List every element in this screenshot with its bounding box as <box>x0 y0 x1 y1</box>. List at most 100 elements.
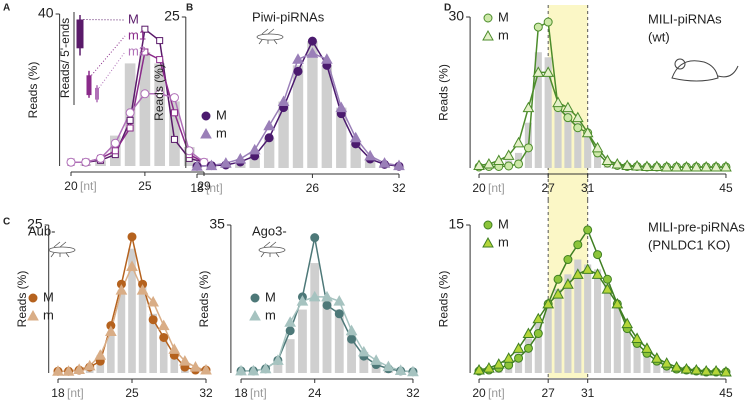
marker <box>394 364 407 375</box>
bar <box>321 65 333 168</box>
marker <box>523 143 533 153</box>
marker <box>189 361 202 372</box>
legend-label: m <box>265 307 276 322</box>
bar <box>107 331 115 373</box>
marker <box>573 123 583 133</box>
marker <box>200 364 212 375</box>
x-tick-label: 25 <box>138 179 152 193</box>
legend-marker <box>28 293 38 303</box>
marker <box>670 361 683 372</box>
inset-connector <box>83 19 126 21</box>
legend-marker <box>482 236 494 248</box>
marker <box>621 159 634 170</box>
panel-letter: C <box>3 217 10 228</box>
marker <box>125 108 135 118</box>
marker <box>111 147 119 155</box>
marker <box>514 159 524 169</box>
marker <box>670 160 683 172</box>
panel-title: MILI-piRNAs <box>648 11 722 26</box>
marker <box>611 297 624 309</box>
y-tick-label: 25 <box>27 216 43 232</box>
x-tick-label: 32 <box>392 181 406 195</box>
x-unit: [nt] <box>206 181 223 195</box>
marker <box>502 352 515 363</box>
marker <box>127 232 137 242</box>
marker <box>259 362 272 374</box>
marker <box>247 364 260 376</box>
marker <box>170 109 178 117</box>
marker <box>523 343 533 353</box>
marker <box>680 160 693 172</box>
marker <box>641 160 653 171</box>
x-unit: [nt] <box>80 179 97 193</box>
legend-label: m2 <box>128 43 146 58</box>
bar <box>633 338 641 373</box>
marker <box>141 25 149 33</box>
marker <box>235 364 247 376</box>
marker <box>234 152 247 164</box>
marker <box>96 153 106 163</box>
y-axis-label: Reads (%) <box>436 271 450 328</box>
marker <box>543 17 553 27</box>
marker <box>562 278 574 289</box>
marker <box>191 160 203 171</box>
marker <box>602 274 612 284</box>
y-axis-label: Reads (%) <box>15 271 29 328</box>
marker <box>140 89 150 99</box>
mouse-icon <box>671 58 739 82</box>
marker <box>514 353 524 363</box>
panel-letter: B <box>186 3 193 14</box>
legend-label: m <box>216 125 227 140</box>
panel-subtitle: (PNLDC1 KO) <box>648 237 730 252</box>
panel-letter: D <box>444 3 451 14</box>
marker <box>110 138 120 148</box>
marker <box>306 47 319 58</box>
marker <box>126 124 134 132</box>
fly-icon <box>258 241 286 258</box>
panel-title: Aub- <box>28 223 55 238</box>
marker <box>136 284 149 295</box>
marker <box>720 160 732 172</box>
marker <box>710 160 722 172</box>
marker <box>310 233 320 243</box>
bar <box>298 309 307 373</box>
marker <box>321 53 333 64</box>
marker <box>205 159 218 171</box>
marker <box>148 315 158 325</box>
bar <box>169 101 180 166</box>
marker <box>62 365 75 376</box>
marker <box>147 295 159 307</box>
marker <box>407 365 419 377</box>
bar <box>149 313 157 373</box>
marker <box>542 297 555 309</box>
marker <box>345 324 358 336</box>
panel-title: Piwi-piRNAs <box>252 9 325 24</box>
bar <box>643 351 651 373</box>
marker <box>126 260 138 271</box>
legend-marker <box>201 111 211 121</box>
legend-label: m <box>498 234 509 249</box>
y-axis-label: Reads (%) <box>152 64 166 121</box>
marker <box>473 159 485 170</box>
y-tick-label: 35 <box>209 216 225 232</box>
series-line <box>70 93 205 163</box>
marker <box>720 365 732 377</box>
marker <box>94 349 107 360</box>
y-axis-label: Reads (%) <box>436 64 450 121</box>
marker <box>552 288 564 299</box>
bar <box>310 263 320 373</box>
x-tick-label: 31 <box>581 386 595 400</box>
series-line <box>478 71 726 168</box>
x-tick-label: 45 <box>719 181 733 195</box>
bar <box>117 290 126 373</box>
marker <box>690 160 703 172</box>
marker <box>52 365 64 376</box>
legend-label: M <box>216 107 227 122</box>
marker <box>581 263 594 274</box>
bar <box>139 52 151 166</box>
legend-label: M <box>128 11 139 26</box>
bar <box>574 259 582 373</box>
marker <box>591 268 604 279</box>
marker <box>272 354 284 365</box>
